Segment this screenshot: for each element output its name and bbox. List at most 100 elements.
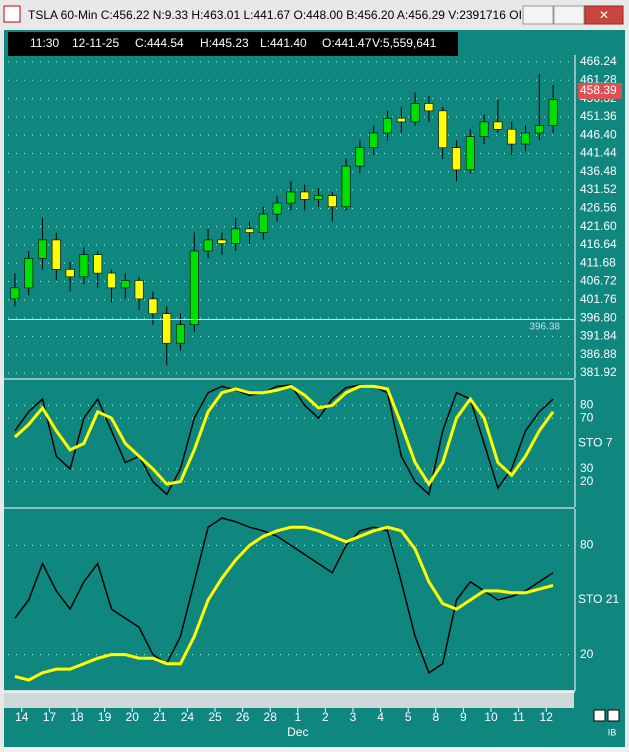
y-tick-label: 30 xyxy=(580,461,594,475)
x-tick-label: 17 xyxy=(43,710,57,724)
x-tick-label: 24 xyxy=(181,710,195,724)
candle-body xyxy=(369,132,379,149)
app-icon xyxy=(3,5,21,23)
candle-body xyxy=(300,191,310,200)
x-tick-label: 1 xyxy=(294,710,301,724)
y-tick-label: 401.76 xyxy=(580,292,617,306)
x-tick-label: 8 xyxy=(432,710,439,724)
x-tick-label: 20 xyxy=(126,710,140,724)
x-tick-label: 19 xyxy=(98,710,112,724)
info-field: O:441.47 xyxy=(322,36,372,50)
candle-body xyxy=(355,147,365,167)
candle-body xyxy=(120,280,130,289)
footer-label: IB xyxy=(608,727,617,737)
oscillator-line xyxy=(14,517,554,674)
candle-body xyxy=(327,195,337,208)
candle-body xyxy=(24,258,34,289)
panel-title: STO 21 xyxy=(578,592,619,606)
candle-body xyxy=(534,125,544,134)
window-title: TSLA 60-Min C:456.22 N:9.33 H:463.01 L:4… xyxy=(28,8,532,22)
candle-body xyxy=(162,313,172,344)
close-button[interactable] xyxy=(584,5,624,25)
x-tick-label: 4 xyxy=(377,710,384,724)
marker-strip xyxy=(4,690,574,708)
x-tick-label: 18 xyxy=(70,710,84,724)
x-tick-label: 10 xyxy=(484,710,498,724)
candle-body xyxy=(79,254,89,278)
candle-body xyxy=(286,191,296,204)
y-tick-label: 421.60 xyxy=(580,219,617,233)
candle-body xyxy=(38,239,47,259)
x-tick-label: 11 xyxy=(512,710,525,724)
y-tick-label: 431.52 xyxy=(580,182,617,196)
y-tick-label: 391.84 xyxy=(580,329,617,343)
oscillator-line xyxy=(14,525,554,682)
chart-area xyxy=(4,30,625,710)
minimize-button[interactable] xyxy=(522,5,554,25)
y-tick-label: 426.56 xyxy=(580,201,617,215)
x-tick-label: 5 xyxy=(405,710,412,724)
candle-body xyxy=(493,121,503,130)
y-tick-label: 411.68 xyxy=(580,255,616,269)
candle-body xyxy=(507,128,517,145)
candle-body xyxy=(93,254,103,274)
panel-title: STO 7 xyxy=(578,436,613,450)
y-tick-label: 406.72 xyxy=(580,274,617,288)
y-tick-label: 20 xyxy=(580,647,594,661)
y-tick-label: 451.36 xyxy=(580,109,617,123)
info-field: 11:30 xyxy=(30,36,59,50)
candle-body xyxy=(396,117,406,123)
candle-body xyxy=(203,239,213,252)
maximize-button[interactable] xyxy=(553,5,585,25)
y-tick-label: 396.80 xyxy=(580,310,617,324)
candle-body xyxy=(148,298,158,314)
y-tick-label: 20 xyxy=(580,474,594,488)
candle-body xyxy=(424,103,434,112)
last-price-box xyxy=(578,82,622,99)
x-axis-area xyxy=(4,708,625,747)
x-tick-label: 21 xyxy=(153,710,167,724)
y-tick-label: 446.40 xyxy=(580,127,617,141)
x-tick-label: 9 xyxy=(460,710,467,724)
candle-body xyxy=(465,136,475,171)
y-tick-label: 416.64 xyxy=(580,237,617,251)
candle-body xyxy=(65,269,75,278)
x-tick-label: 14 xyxy=(15,710,29,724)
candle-body xyxy=(341,165,351,208)
x-tick-label: 3 xyxy=(350,710,357,724)
y-tick-label: 80 xyxy=(580,398,594,412)
scroll-box[interactable] xyxy=(593,709,606,722)
candle-body xyxy=(383,117,392,134)
info-field: C:444.54 xyxy=(135,36,184,50)
candle-body xyxy=(258,213,268,233)
info-field: 12-11-25 xyxy=(72,36,119,50)
x-tick-label: 2 xyxy=(322,710,329,724)
y-tick-label: 381.92 xyxy=(580,365,617,379)
y-tick-label: 70 xyxy=(580,410,594,424)
y-tick-label: 466.24 xyxy=(580,54,617,68)
candle-body xyxy=(107,272,116,289)
candle-body xyxy=(134,280,144,300)
info-field: V:5,559,641 xyxy=(372,36,437,50)
candle-body xyxy=(51,239,61,270)
scroll-box[interactable] xyxy=(607,709,620,722)
candle-body xyxy=(438,110,448,149)
candle-body xyxy=(10,287,20,300)
oscillator-line xyxy=(13,384,555,487)
candle-body xyxy=(521,132,530,145)
y-tick-label: 386.88 xyxy=(580,347,617,361)
candle-body xyxy=(452,147,461,171)
y-tick-label: 441.44 xyxy=(580,146,617,160)
y-tick-label: 436.48 xyxy=(580,164,617,178)
candle-body xyxy=(231,228,241,244)
info-field: H:445.23 xyxy=(200,36,249,50)
cursor-label: 396.38 xyxy=(529,321,560,332)
info-field: L:441.40 xyxy=(260,36,307,50)
x-tick-label: 28 xyxy=(264,710,278,724)
x-month-label: Dec xyxy=(287,725,308,739)
candle-body xyxy=(217,239,227,244)
x-tick-label: 26 xyxy=(236,710,250,724)
candle-body xyxy=(314,195,323,200)
